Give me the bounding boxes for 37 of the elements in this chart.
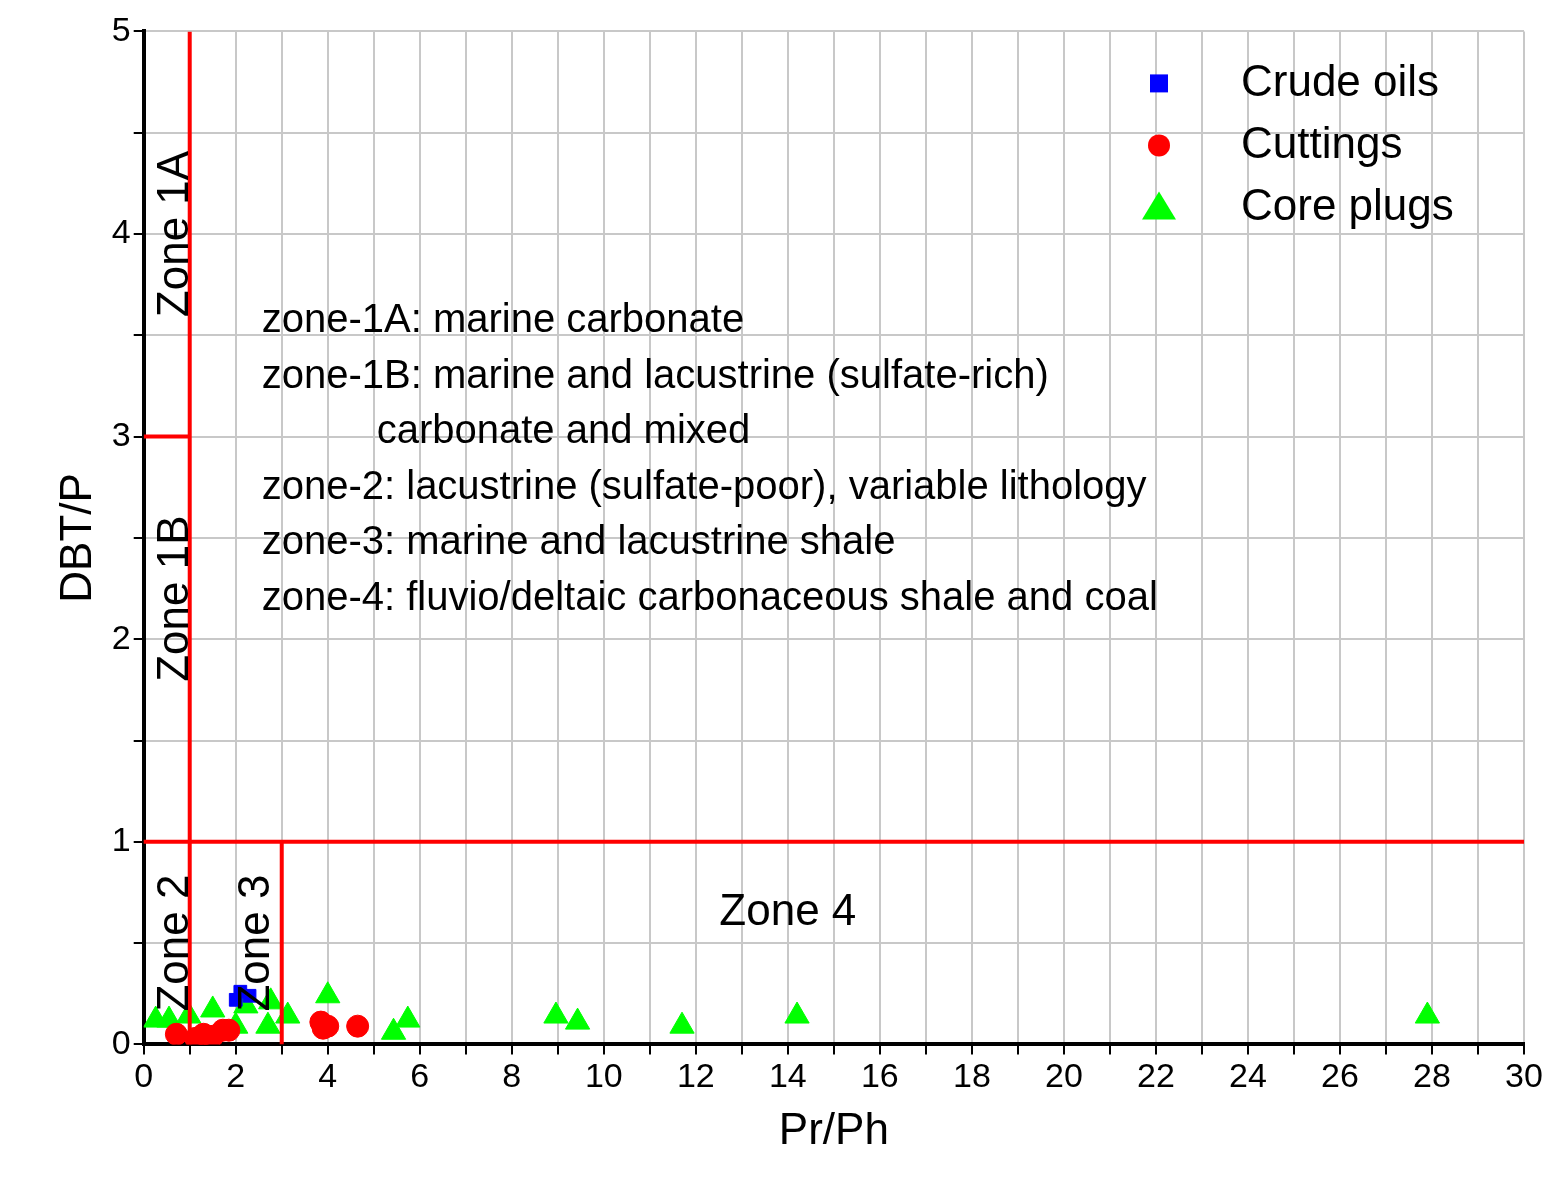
annotation: zone-2: lacustrine (sulfate-poor), variable lithology xyxy=(261,462,1147,507)
x-tick-label: 4 xyxy=(318,1056,338,1095)
annotation: Zone 1B xyxy=(148,515,198,682)
x-tick-label: 6 xyxy=(410,1056,430,1095)
y-tick-label: 1 xyxy=(111,820,131,859)
x-tick-label: 10 xyxy=(584,1056,623,1095)
x-tick-label: 28 xyxy=(1413,1056,1451,1095)
legend-label: Cuttings xyxy=(1241,117,1403,167)
annotation: zone-4: fluvio/deltaic carbonaceous shale and coal xyxy=(261,573,1158,618)
y-axis-title: DBT/P xyxy=(50,473,100,603)
annotation: zone-3: marine and lacustrine shale xyxy=(261,518,896,563)
x-tick-label: 20 xyxy=(1044,1056,1083,1095)
x-axis-title: Pr/Ph xyxy=(778,1103,889,1153)
x-tick-label: 18 xyxy=(952,1056,991,1095)
annotation: Zone 1A xyxy=(148,150,198,318)
x-tick-label: 2 xyxy=(226,1056,246,1095)
x-tick-label: 22 xyxy=(1137,1056,1175,1095)
x-tick-label: 26 xyxy=(1321,1056,1359,1095)
legend-label: Core plugs xyxy=(1241,179,1454,229)
x-tick-label: 12 xyxy=(676,1056,715,1095)
x-tick-label: 14 xyxy=(768,1056,807,1095)
annotation: Zone 2 xyxy=(148,874,198,1012)
annotation: Zone 3 xyxy=(228,874,278,1012)
annotation: zone-1A: marine carbonate xyxy=(261,296,745,341)
y-tick-label: 2 xyxy=(111,617,131,656)
x-tick-label: 8 xyxy=(502,1056,522,1095)
x-tick-label: 30 xyxy=(1505,1056,1543,1095)
y-tick-label: 5 xyxy=(111,9,131,48)
annotation: Zone 4 xyxy=(719,884,857,934)
x-tick-label: 24 xyxy=(1229,1056,1267,1095)
legend-label: Crude oils xyxy=(1241,55,1440,105)
y-tick-label: 0 xyxy=(111,1022,131,1061)
annotation: zone-1B: marine and lacustrine (sulfate-rich) xyxy=(261,351,1049,396)
x-tick-label: 16 xyxy=(860,1056,899,1095)
y-tick-label: 3 xyxy=(111,414,131,453)
annotation: carbonate and mixed xyxy=(376,407,751,452)
y-tick-label: 4 xyxy=(111,212,131,251)
